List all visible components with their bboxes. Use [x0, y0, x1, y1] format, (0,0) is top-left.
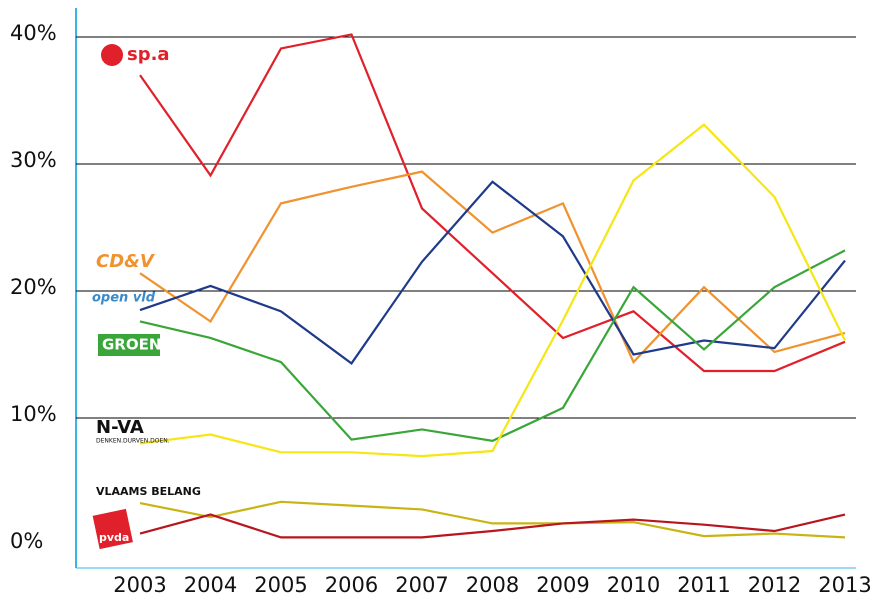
x-tick-label: 2008 [466, 573, 519, 597]
series-line [139, 170, 846, 365]
legend-badge [92, 508, 133, 550]
legend-label: CD&V [96, 251, 156, 272]
series-line [139, 180, 846, 365]
series-line [139, 123, 846, 458]
legend-badge [98, 334, 160, 356]
series-line [139, 513, 846, 539]
x-tick-label: 2007 [395, 573, 448, 597]
legend-tagline: DENKEN.DURVEN.DOEN. [96, 438, 170, 445]
series-line [139, 33, 846, 373]
x-tick-label: 2011 [677, 573, 730, 597]
x-tick-label: 2006 [325, 573, 378, 597]
legend-label: N-VA [96, 417, 144, 438]
legend-label: sp.a [127, 44, 170, 65]
series-line [139, 500, 846, 539]
x-tick-label: 2003 [113, 573, 166, 597]
legend-label: open vld [92, 291, 156, 306]
x-tick-label: 2013 [818, 573, 871, 597]
x-tick-label: 2004 [184, 573, 237, 597]
legend-label: GROEN [102, 336, 161, 354]
legend-icon [101, 44, 123, 66]
x-tick-label: 2009 [536, 573, 589, 597]
x-tick-label: 2005 [254, 573, 307, 597]
y-tick-label: 0% [10, 529, 43, 553]
y-tick-label: 40% [10, 21, 57, 45]
legend-label: pvda [99, 531, 129, 544]
x-tick-label: 2012 [748, 573, 801, 597]
y-tick-label: 20% [10, 275, 57, 299]
y-tick-label: 10% [10, 402, 57, 426]
legend-label: VLAAMS BELANG [96, 485, 201, 498]
series-line [139, 249, 846, 443]
x-tick-label: 2010 [607, 573, 660, 597]
y-tick-label: 30% [10, 148, 57, 172]
